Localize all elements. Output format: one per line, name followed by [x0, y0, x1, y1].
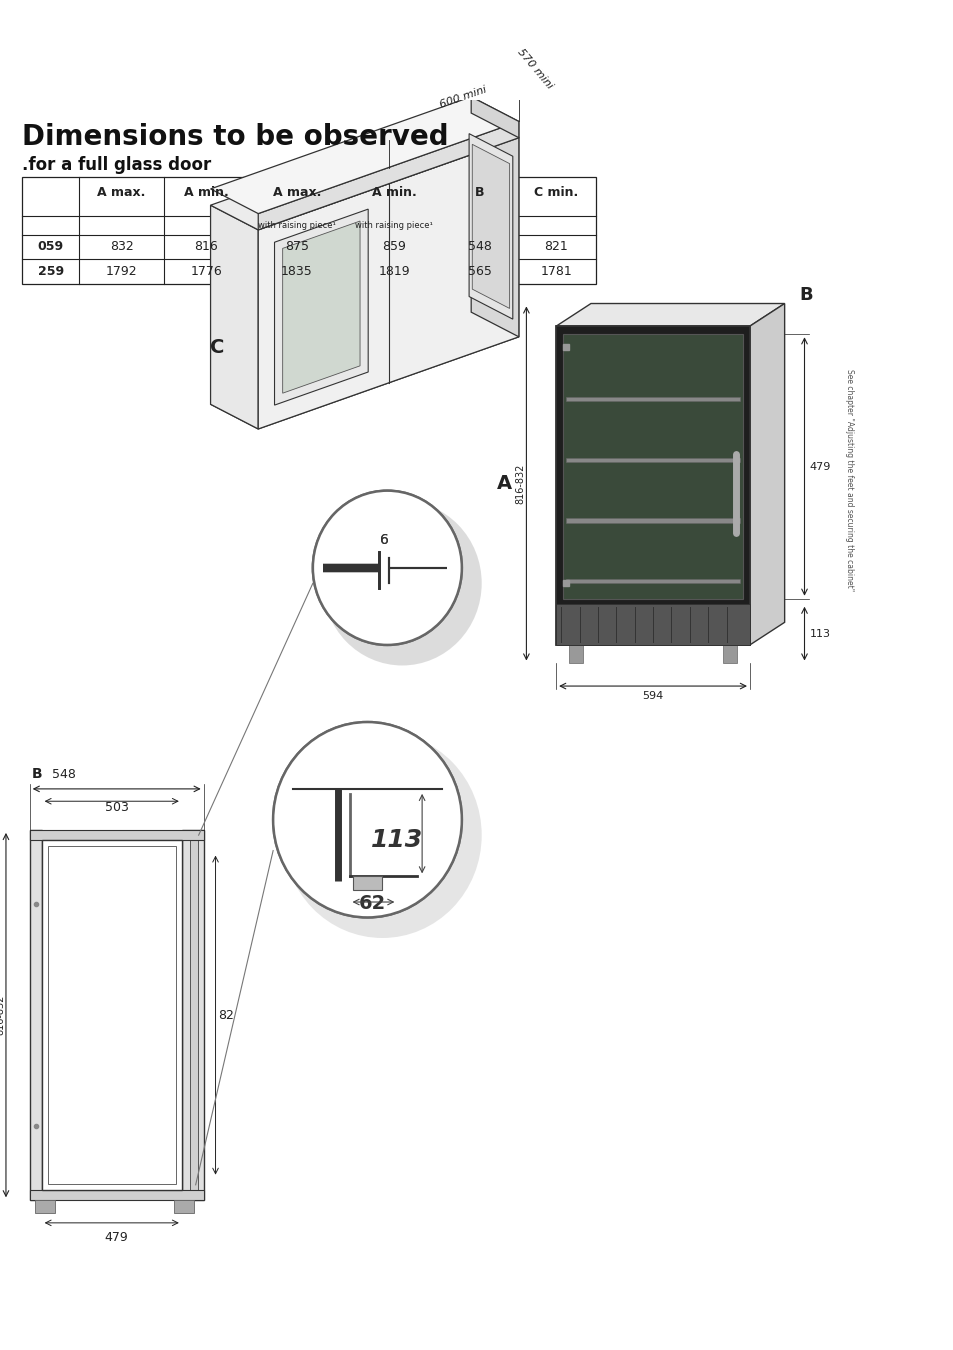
Bar [565, 397, 740, 401]
Text: Dimensions to be observed: Dimensions to be observed [22, 123, 448, 150]
Text: 565: 565 [467, 265, 491, 278]
Text: B: B [799, 286, 812, 304]
Text: A max.: A max. [97, 186, 146, 200]
Text: 816-832: 816-832 [515, 463, 525, 504]
Ellipse shape [322, 501, 481, 666]
Bar [722, 645, 737, 663]
Circle shape [313, 490, 461, 645]
Text: 1819: 1819 [378, 265, 410, 278]
Polygon shape [258, 122, 518, 230]
Bar [22, 177, 596, 284]
Text: 113: 113 [371, 829, 423, 852]
Polygon shape [469, 134, 513, 319]
Polygon shape [274, 209, 368, 405]
Text: C min.: C min. [534, 186, 578, 200]
Text: 62: 62 [358, 894, 386, 913]
Text: 594: 594 [641, 691, 663, 701]
Bar [565, 579, 740, 583]
Bar [562, 335, 742, 598]
Text: 832: 832 [110, 240, 133, 254]
Polygon shape [211, 205, 258, 429]
Text: 816-832: 816-832 [0, 995, 5, 1035]
Circle shape [313, 490, 461, 645]
Bar [34, 1200, 54, 1212]
Polygon shape [282, 221, 359, 393]
Bar [30, 830, 42, 1200]
Polygon shape [749, 304, 783, 645]
Text: 1835: 1835 [281, 265, 313, 278]
Text: 6: 6 [379, 533, 389, 547]
Text: EuroCave: EuroCave [18, 18, 211, 53]
Text: 821: 821 [544, 240, 567, 254]
Bar [556, 327, 749, 645]
Text: 570 mini: 570 mini [515, 47, 554, 90]
Text: Wine cabinet installation: Wine cabinet installation [273, 18, 786, 59]
Text: 600 mini: 600 mini [438, 84, 488, 109]
Bar [190, 836, 197, 1195]
Text: 816: 816 [194, 240, 217, 254]
Polygon shape [211, 312, 518, 429]
Polygon shape [211, 113, 518, 230]
Bar [30, 830, 203, 840]
Text: with raising piece¹: with raising piece¹ [257, 221, 335, 230]
Text: Compact Range: Compact Range [914, 1069, 932, 1212]
Text: 259: 259 [37, 265, 64, 278]
Text: A min.: A min. [372, 186, 416, 200]
Text: 059: 059 [37, 240, 64, 254]
Bar [565, 458, 740, 462]
Polygon shape [556, 304, 783, 327]
Ellipse shape [283, 732, 481, 938]
Text: B: B [475, 186, 484, 200]
Text: 6: 6 [379, 533, 389, 547]
Text: B: B [31, 767, 42, 780]
Text: 859: 859 [382, 240, 406, 254]
Polygon shape [258, 138, 518, 429]
Polygon shape [211, 97, 518, 213]
Bar [182, 830, 203, 1200]
Polygon shape [471, 113, 518, 338]
Bar [48, 846, 175, 1184]
Text: 875: 875 [285, 240, 309, 254]
Text: professional: professional [18, 58, 128, 76]
Polygon shape [471, 97, 518, 138]
Text: See chapter "Adjusting the feet and securing the cabinet": See chapter "Adjusting the feet and secu… [843, 370, 853, 591]
Circle shape [273, 722, 461, 918]
Text: 479: 479 [809, 462, 830, 471]
Bar [30, 1189, 203, 1200]
Bar [353, 876, 382, 890]
Text: A min.: A min. [184, 186, 228, 200]
Bar [565, 518, 740, 522]
Text: C: C [210, 338, 224, 356]
Text: A: A [497, 474, 512, 493]
Polygon shape [472, 144, 509, 308]
Text: 503: 503 [105, 802, 129, 814]
Bar [42, 840, 182, 1189]
Bar [173, 1200, 193, 1212]
Text: A max.: A max. [273, 186, 321, 200]
Text: 82: 82 [218, 1008, 234, 1022]
Text: Flush-fitting diagrams -: Flush-fitting diagrams - [490, 62, 756, 82]
Text: Compact 59: Compact 59 [700, 62, 808, 80]
Text: 1781: 1781 [539, 265, 572, 278]
Text: 113: 113 [809, 629, 830, 639]
Text: 479: 479 [105, 1231, 129, 1245]
Text: .for a full glass door: .for a full glass door [22, 157, 211, 174]
Text: www.eurocave.com: www.eurocave.com [381, 1307, 572, 1326]
Circle shape [273, 722, 461, 918]
Text: 548: 548 [467, 240, 491, 254]
Text: 548: 548 [51, 768, 75, 780]
Text: 1776: 1776 [190, 265, 222, 278]
Bar [569, 645, 582, 663]
Text: with raising piece¹: with raising piece¹ [355, 221, 433, 230]
Text: 1792: 1792 [106, 265, 137, 278]
Bar [556, 603, 749, 645]
